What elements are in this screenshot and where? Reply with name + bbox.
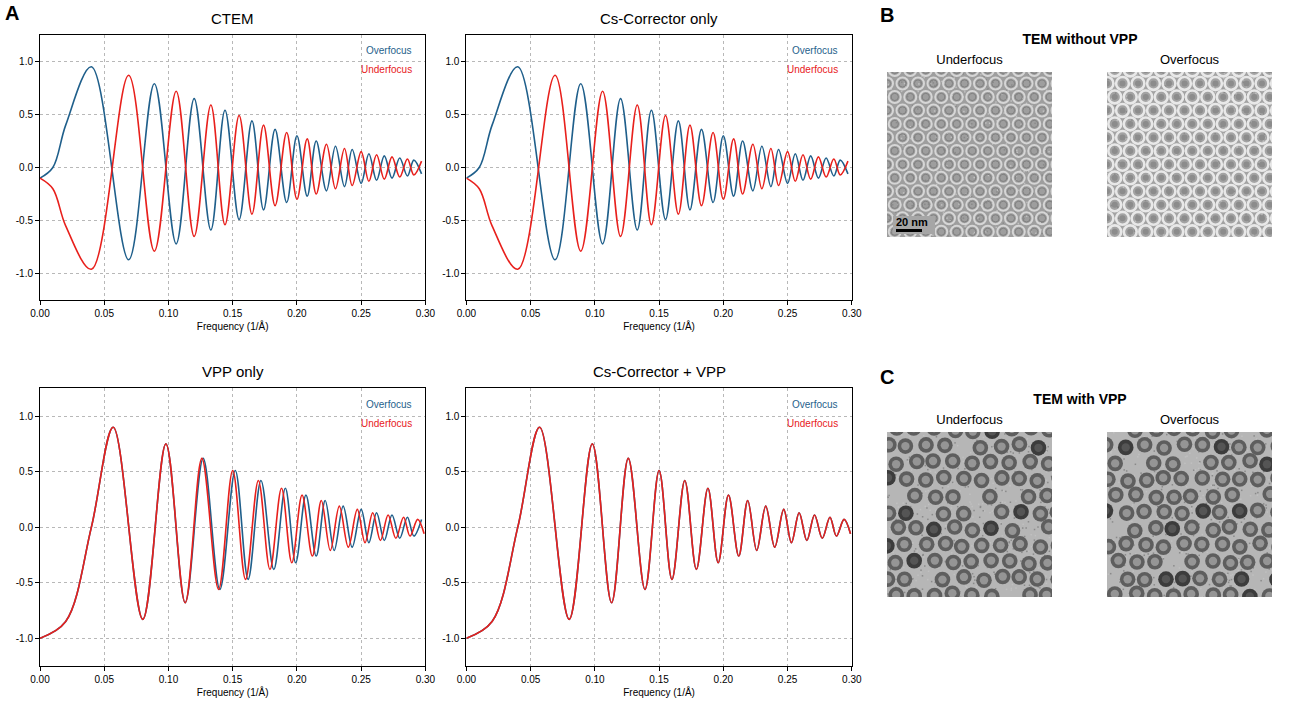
svg-text:0.20: 0.20: [287, 308, 307, 319]
svg-text:Underfocus: Underfocus: [361, 418, 412, 429]
svg-text:0.0: 0.0: [19, 522, 33, 533]
svg-text:0.5: 0.5: [445, 466, 459, 477]
svg-text:1.0: 1.0: [19, 56, 33, 67]
svg-text:0.25: 0.25: [778, 674, 798, 685]
svg-text:Underfocus: Underfocus: [361, 64, 412, 75]
svg-text:TEM with VPP: TEM with VPP: [1033, 391, 1126, 407]
svg-text:0.05: 0.05: [521, 674, 541, 685]
svg-text:0.20: 0.20: [287, 674, 307, 685]
svg-text:Overfocus: Overfocus: [366, 399, 412, 410]
svg-text:B: B: [880, 4, 894, 26]
svg-text:Frequency (1/Å): Frequency (1/Å): [197, 686, 269, 698]
svg-text:0.30: 0.30: [416, 674, 436, 685]
svg-text:1.0: 1.0: [445, 56, 459, 67]
svg-text:Overfocus: Overfocus: [792, 399, 838, 410]
svg-text:0.5: 0.5: [445, 109, 459, 120]
svg-text:Underfocus: Underfocus: [936, 52, 1003, 67]
svg-text:0.30: 0.30: [842, 674, 862, 685]
svg-text:-0.5: -0.5: [16, 577, 34, 588]
svg-text:Overfocus: Overfocus: [792, 45, 838, 56]
svg-text:-0.5: -0.5: [442, 215, 460, 226]
svg-text:0.15: 0.15: [649, 674, 669, 685]
svg-text:Overfocus: Overfocus: [1160, 412, 1220, 427]
svg-text:0.15: 0.15: [223, 674, 243, 685]
svg-text:0.30: 0.30: [842, 308, 862, 319]
svg-text:0.00: 0.00: [457, 308, 477, 319]
svg-text:TEM without VPP: TEM without VPP: [1022, 31, 1137, 47]
svg-text:-1.0: -1.0: [16, 268, 34, 279]
svg-text:0.0: 0.0: [445, 522, 459, 533]
svg-text:0.10: 0.10: [585, 674, 605, 685]
svg-text:CTEM: CTEM: [211, 10, 254, 27]
svg-text:0.10: 0.10: [585, 308, 605, 319]
svg-text:-1.0: -1.0: [442, 633, 460, 644]
svg-text:1.0: 1.0: [19, 411, 33, 422]
html-text:A: A: [5, 2, 20, 24]
svg-text:-1.0: -1.0: [16, 633, 34, 644]
svg-text:Frequency (1/Å): Frequency (1/Å): [623, 686, 695, 698]
svg-text:-1.0: -1.0: [442, 268, 460, 279]
svg-text:0.15: 0.15: [223, 308, 243, 319]
svg-text:0.15: 0.15: [649, 308, 669, 319]
svg-text:0.0: 0.0: [445, 162, 459, 173]
svg-text:Underfocus: Underfocus: [787, 64, 838, 75]
svg-text:0.10: 0.10: [159, 308, 179, 319]
svg-text:1.0: 1.0: [445, 411, 459, 422]
svg-text:0.00: 0.00: [457, 674, 477, 685]
svg-text:0.05: 0.05: [94, 674, 114, 685]
svg-text:0.25: 0.25: [351, 308, 371, 319]
svg-text:Cs-Corrector + VPP: Cs-Corrector + VPP: [593, 363, 726, 380]
svg-text:0.30: 0.30: [416, 308, 436, 319]
svg-text:Underfocus: Underfocus: [787, 418, 838, 429]
svg-text:0.00: 0.00: [30, 308, 50, 319]
svg-text:0.00: 0.00: [30, 674, 50, 685]
svg-text:Overfocus: Overfocus: [1160, 52, 1220, 67]
svg-text:0.5: 0.5: [19, 109, 33, 120]
svg-text:0.20: 0.20: [714, 674, 734, 685]
svg-text:0.10: 0.10: [159, 674, 179, 685]
svg-text:0.0: 0.0: [19, 162, 33, 173]
svg-text:-0.5: -0.5: [442, 577, 460, 588]
svg-text:Frequency (1/Å): Frequency (1/Å): [197, 320, 269, 332]
svg-text:Underfocus: Underfocus: [936, 412, 1003, 427]
svg-text:20 nm: 20 nm: [896, 216, 928, 228]
svg-text:0.25: 0.25: [351, 674, 371, 685]
svg-text:0.25: 0.25: [778, 308, 798, 319]
svg-text:Overfocus: Overfocus: [366, 45, 412, 56]
svg-text:0.05: 0.05: [94, 308, 114, 319]
svg-text:0.20: 0.20: [714, 308, 734, 319]
svg-text:Cs-Corrector only: Cs-Corrector only: [600, 10, 718, 27]
svg-text:-0.5: -0.5: [16, 215, 34, 226]
svg-text:VPP only: VPP only: [202, 363, 264, 380]
svg-text:C: C: [880, 366, 894, 388]
svg-text:0.05: 0.05: [521, 308, 541, 319]
svg-text:Frequency (1/Å): Frequency (1/Å): [623, 320, 695, 332]
svg-text:0.5: 0.5: [19, 466, 33, 477]
